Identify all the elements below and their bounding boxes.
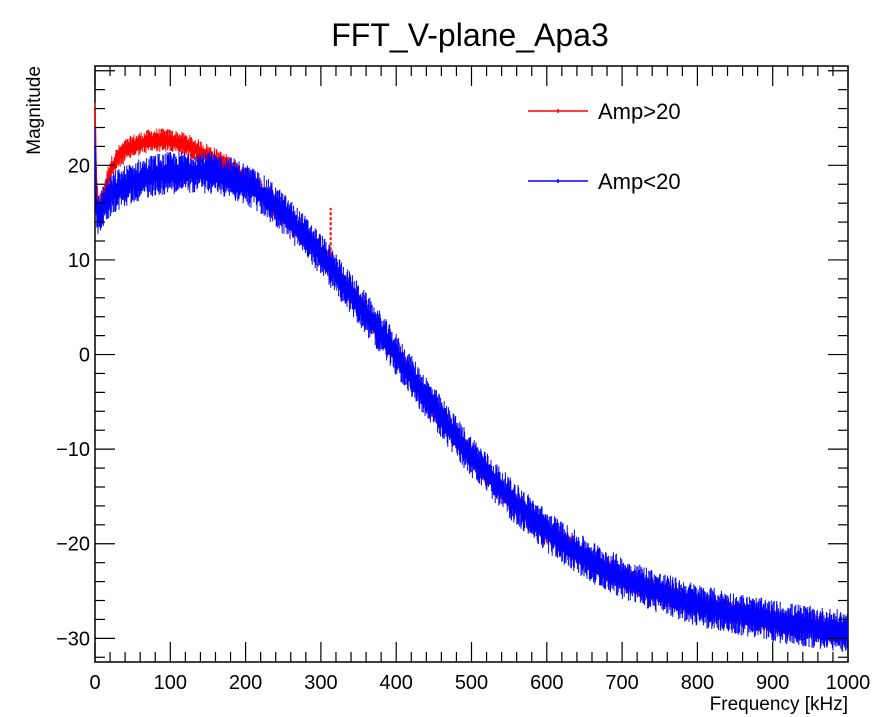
legend-entry: Amp<20 bbox=[528, 169, 681, 194]
chart-title: FFT_V-plane_Apa3 bbox=[331, 17, 609, 53]
series-trace bbox=[94, 146, 849, 633]
legend-label: Amp<20 bbox=[598, 169, 681, 194]
series-amp-lt-20 bbox=[94, 127, 849, 652]
y-tick-label: 0 bbox=[79, 345, 90, 367]
y-tick-label: 20 bbox=[68, 155, 90, 177]
legend-entry: Amp>20 bbox=[528, 99, 681, 124]
y-tick-label: −20 bbox=[56, 534, 90, 556]
x-tick-label: 200 bbox=[229, 672, 262, 694]
x-tick-label: 300 bbox=[304, 672, 337, 694]
x-axis-title: Frequency [kHz] bbox=[710, 694, 848, 715]
x-tick-label: 500 bbox=[455, 672, 488, 694]
y-axis-title: Magnitude bbox=[24, 66, 45, 155]
ticks-group: 0 100 200 300 400 500 600 700 800 900 1000−30−20−1… bbox=[56, 66, 870, 694]
x-tick-label: 900 bbox=[756, 672, 789, 694]
x-tick-label: 1000 bbox=[826, 672, 871, 694]
y-tick-label: −10 bbox=[56, 439, 90, 461]
x-tick-label: 800 bbox=[681, 672, 714, 694]
x-tick-label: 400 bbox=[380, 672, 413, 694]
legend-label: Amp>20 bbox=[598, 99, 681, 124]
plot-area: 0 100 200 300 400 500 600 700 800 900 1000−30−20−1… bbox=[56, 65, 870, 694]
x-tick-label: 600 bbox=[530, 672, 563, 694]
series-line bbox=[94, 102, 848, 643]
x-tick-label: 0 bbox=[89, 672, 100, 694]
series-group bbox=[94, 102, 849, 652]
y-tick-label: 10 bbox=[68, 250, 90, 272]
series-line bbox=[94, 127, 848, 652]
x-tick-label: 100 bbox=[154, 672, 187, 694]
legend: Amp>20 Amp<20 bbox=[528, 99, 681, 194]
x-tick-label: 700 bbox=[605, 672, 638, 694]
y-tick-label: −30 bbox=[56, 628, 90, 650]
